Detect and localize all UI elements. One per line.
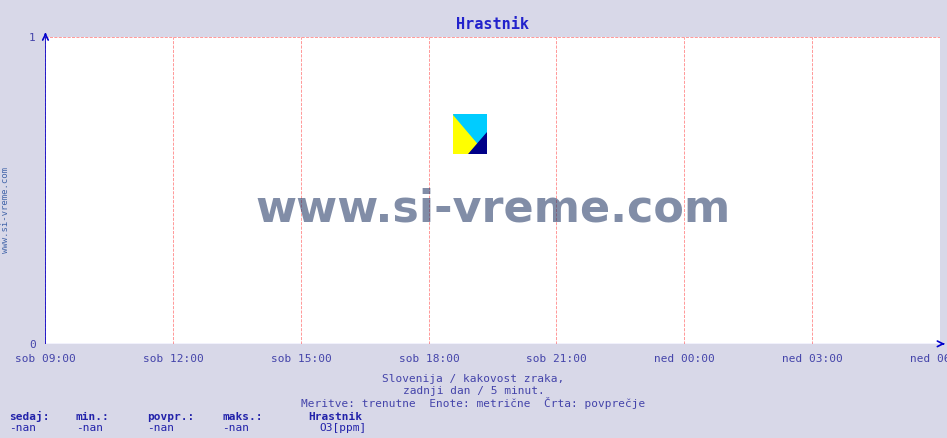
Text: Meritve: trenutne  Enote: metrične  Črta: povprečje: Meritve: trenutne Enote: metrične Črta: … [301, 396, 646, 409]
Text: min.:: min.: [76, 412, 110, 422]
Text: www.si-vreme.com: www.si-vreme.com [1, 167, 10, 253]
Text: -nan: -nan [76, 424, 103, 433]
Text: povpr.:: povpr.: [147, 412, 194, 422]
Text: O3[ppm]: O3[ppm] [319, 424, 366, 433]
Text: -nan: -nan [223, 424, 250, 433]
Text: Slovenija / kakovost zraka,: Slovenija / kakovost zraka, [383, 374, 564, 384]
Text: maks.:: maks.: [223, 412, 263, 422]
Text: Hrastnik: Hrastnik [308, 412, 362, 422]
Text: zadnji dan / 5 minut.: zadnji dan / 5 minut. [402, 386, 545, 396]
Title: Hrastnik: Hrastnik [456, 17, 529, 32]
Text: -nan: -nan [147, 424, 174, 433]
Text: -nan: -nan [9, 424, 37, 433]
Text: sedaj:: sedaj: [9, 411, 50, 423]
Text: www.si-vreme.com: www.si-vreme.com [256, 187, 730, 230]
